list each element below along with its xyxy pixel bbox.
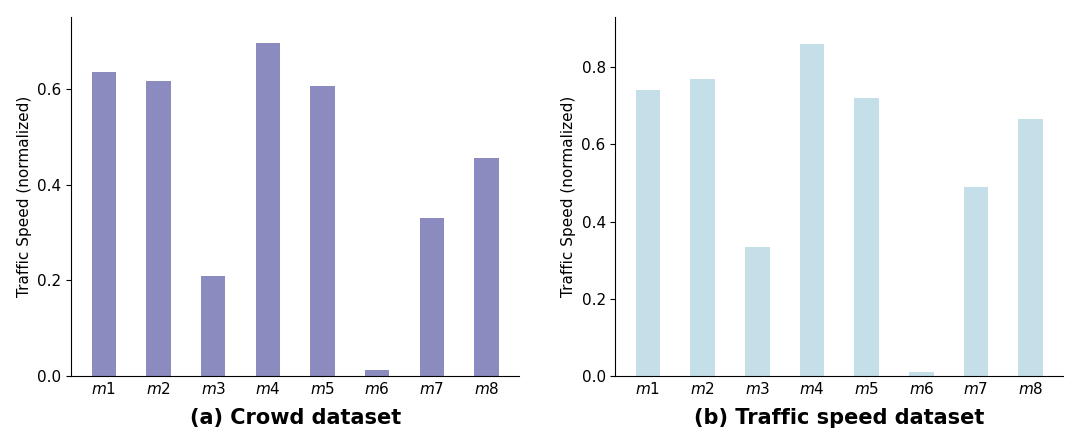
Bar [474,158,499,376]
Bar [256,43,280,376]
Bar [745,247,770,376]
Bar [690,79,715,376]
Bar [909,372,933,376]
Y-axis label: Traffic Speed (normalized): Traffic Speed (normalized) [16,96,31,297]
X-axis label: (a) Crowd dataset: (a) Crowd dataset [190,409,401,429]
Y-axis label: Traffic Speed (normalized): Traffic Speed (normalized) [561,96,576,297]
X-axis label: (b) Traffic speed dataset: (b) Traffic speed dataset [694,409,985,429]
Bar [799,44,824,376]
Bar [854,98,879,376]
Bar [365,370,390,376]
Bar [1018,119,1043,376]
Bar [419,218,444,376]
Bar [201,275,226,376]
Bar [92,72,117,376]
Bar [636,90,660,376]
Bar [310,86,335,376]
Bar [146,81,171,376]
Bar [963,187,988,376]
